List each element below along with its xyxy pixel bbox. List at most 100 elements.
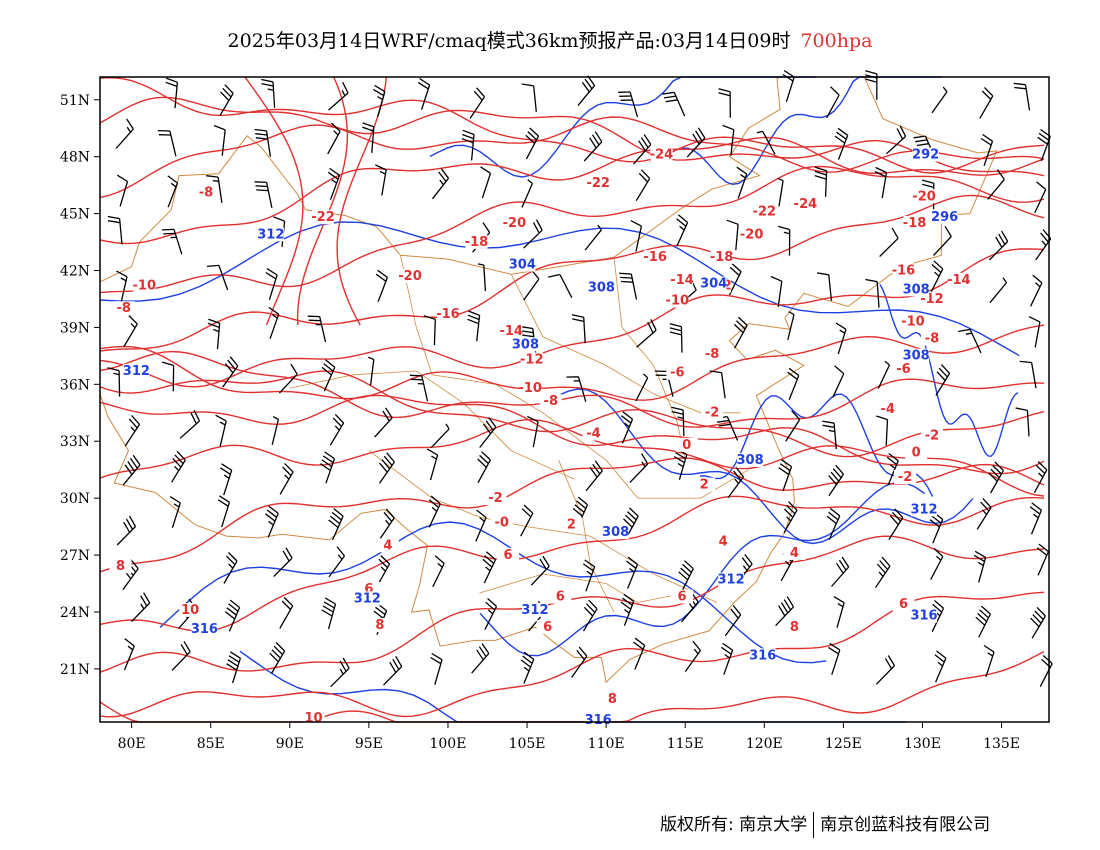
temperature-label-bg	[947, 272, 970, 287]
wind-barb	[374, 407, 393, 438]
wind-barb	[630, 220, 643, 252]
height-contour	[479, 481, 925, 657]
country-boundary	[100, 77, 998, 684]
height-label: 308	[736, 453, 763, 468]
temperature-label-bg	[701, 346, 724, 361]
wind-barb	[254, 181, 273, 209]
height-label-bg	[191, 621, 218, 636]
temperature-label-bg	[710, 250, 733, 265]
temperature-label: -14	[947, 273, 971, 288]
temperature-label: -16	[892, 263, 916, 278]
temperature-label-bg	[701, 405, 724, 420]
y-tick-label: 36N	[60, 377, 90, 393]
wind-barb	[726, 219, 739, 251]
wind-barb	[736, 166, 748, 199]
wind-barb	[226, 651, 242, 684]
temperature-label: -10	[901, 315, 925, 330]
temperature-label: -2	[488, 491, 502, 506]
wind-barb	[107, 215, 123, 245]
temperature-label-bg	[500, 324, 523, 338]
height-label-bg	[700, 276, 727, 291]
wind-barb	[271, 416, 280, 445]
wind-barb	[976, 498, 992, 530]
temperature-label: 0	[912, 445, 921, 460]
wind-barb	[1015, 407, 1030, 437]
temperature-contour	[99, 457, 1045, 573]
wind-barb	[467, 310, 481, 342]
wind-barb	[816, 272, 833, 301]
wind-barb	[571, 646, 588, 678]
temperature-label-bg	[892, 597, 915, 612]
temperature-contour	[99, 535, 1045, 673]
wind-barb	[826, 86, 840, 119]
temperature-label-bg	[503, 215, 526, 230]
wind-barb	[431, 168, 450, 200]
temperature-label: 6	[364, 582, 373, 597]
wind-barb	[525, 127, 540, 160]
wind-barb	[566, 376, 587, 402]
wind-barb	[1030, 606, 1046, 639]
wind-barb	[885, 125, 907, 155]
height-label: 316	[910, 609, 937, 624]
wind-barb	[409, 374, 429, 402]
height-contour	[99, 221, 1020, 357]
x-tick-label: 125E	[825, 736, 862, 752]
y-tick-label: 27N	[60, 548, 90, 564]
height-label: 304	[509, 258, 536, 273]
wind-barb	[787, 367, 800, 400]
wind-barb	[987, 169, 1005, 200]
wind-barb	[571, 314, 586, 344]
temperature-contour	[99, 650, 1045, 723]
copyright-text: 版权所有: 南京大学	[660, 815, 808, 835]
temperature-label-bg	[920, 331, 943, 346]
wind-barb	[379, 508, 395, 540]
height-label: 312	[521, 603, 548, 618]
province-boundary	[558, 460, 615, 613]
temperature-label-bg	[920, 428, 943, 443]
x-tick-label: 95E	[355, 736, 383, 752]
wind-barb	[633, 637, 646, 670]
temperature-label-bg	[539, 394, 562, 409]
wind-barb	[328, 81, 349, 111]
height-label: 316	[585, 713, 612, 728]
title-main: 2025年03月14日WRF/cmaq模式36km预报产品:03月14日09时	[227, 30, 791, 52]
temperature-label: -2	[705, 406, 719, 421]
wind-barb	[930, 547, 944, 580]
temperature-label-bg	[894, 470, 917, 485]
temperature-label-bg	[194, 185, 217, 200]
height-label-bg	[509, 257, 536, 272]
height-label-bg	[123, 363, 150, 378]
wind-barb	[328, 546, 346, 578]
wind-barb	[373, 84, 386, 117]
temperature-label: -16	[643, 250, 667, 265]
wind-barb	[783, 501, 798, 534]
wind-barb	[521, 83, 537, 112]
wind-barb	[709, 370, 726, 399]
wind-barb	[432, 555, 445, 588]
temperature-contour	[99, 370, 1045, 458]
wind-barb	[875, 655, 896, 685]
temperature-label-bg	[465, 234, 488, 249]
temperature-contour	[99, 116, 1045, 199]
wind-barb	[520, 651, 535, 684]
x-tick-label: 110E	[588, 736, 625, 752]
temperature-label-bg	[783, 545, 806, 560]
x-tick-label: 115E	[667, 736, 704, 752]
wind-barb	[886, 452, 899, 486]
wind-barb	[1034, 181, 1047, 214]
temperature-label: -6	[670, 366, 684, 381]
y-tick-label: 45N	[60, 207, 90, 223]
y-tick-label: 21N	[60, 662, 90, 678]
height-label-bg	[521, 602, 548, 617]
height-label-bg	[588, 280, 615, 295]
height-label: 316	[749, 648, 776, 663]
temperature-label-bg	[601, 692, 624, 707]
height-label: 312	[910, 502, 937, 517]
wind-barb	[835, 322, 847, 355]
wind-barb	[268, 306, 280, 339]
wind-barb	[320, 451, 336, 484]
temperature-label-bg	[484, 490, 507, 505]
temperature-label-bg	[436, 306, 459, 321]
wind-barb	[718, 88, 731, 118]
wind-barb	[206, 175, 223, 203]
